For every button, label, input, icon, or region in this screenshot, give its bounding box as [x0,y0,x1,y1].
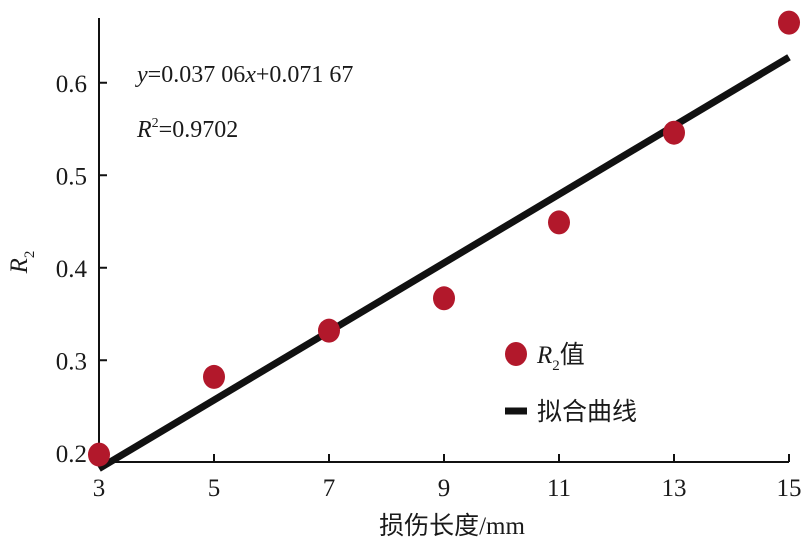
data-point [318,318,340,343]
legend: R2值 拟合曲线 [505,341,637,426]
plot-area: 0.2 0.3 0.4 0.5 0.6 3 5 7 9 11 13 15 [56,10,802,502]
data-points [88,10,800,467]
r-squared-value: =0.9702 [159,117,239,143]
data-point [778,10,800,35]
x-tick-label: 11 [547,475,571,502]
legend-item-line: 拟合曲线 [505,398,637,426]
legend-marker-dot [505,342,527,366]
y-axis-ticks: 0.2 0.3 0.4 0.5 0.6 [56,71,107,468]
r-squared-base: R [136,117,152,143]
y-tick-label: 0.2 [56,441,87,468]
y-axis-title-base: R [6,258,33,274]
legend-label-scatter: R2值 [536,341,585,374]
y-axis-title-sub: 2 [22,251,38,259]
x-tick-label: 9 [438,475,451,502]
data-point [88,442,110,467]
data-point [663,120,685,145]
x-tick-label: 3 [93,475,106,502]
y-tick-label: 0.6 [56,71,87,98]
equation-part2: +0.071 67 [256,62,354,88]
legend-item-scatter: R2值 [505,341,585,374]
legend-label-scatter-sub: 2 [552,358,560,374]
data-point [548,210,570,235]
r-squared-annotation: R2=0.9702 [136,116,238,143]
y-tick-label: 0.5 [56,163,87,190]
x-tick-label: 15 [777,475,802,502]
x-tick-label: 5 [208,475,221,502]
x-tick-label: 13 [662,475,687,502]
equation-annotation: y=0.037 06x+0.071 67 [135,62,353,88]
y-tick-label: 0.4 [56,256,88,283]
x-axis-title: 损伤长度/mm [379,512,525,540]
data-point [433,286,455,311]
equation-x-var: x [244,62,256,88]
x-tick-label: 7 [323,475,336,502]
equation-y-var: y [135,62,148,88]
legend-label-line: 拟合曲线 [537,398,637,426]
legend-label-scatter-base: R [536,342,552,369]
legend-label-scatter-suffix: 值 [560,341,585,369]
r-squared-sup: 2 [152,116,159,131]
data-point [203,364,225,389]
y-axis-title: R2 [6,251,38,275]
equation-part1: =0.037 06 [148,62,246,88]
y-tick-label: 0.3 [56,348,87,375]
